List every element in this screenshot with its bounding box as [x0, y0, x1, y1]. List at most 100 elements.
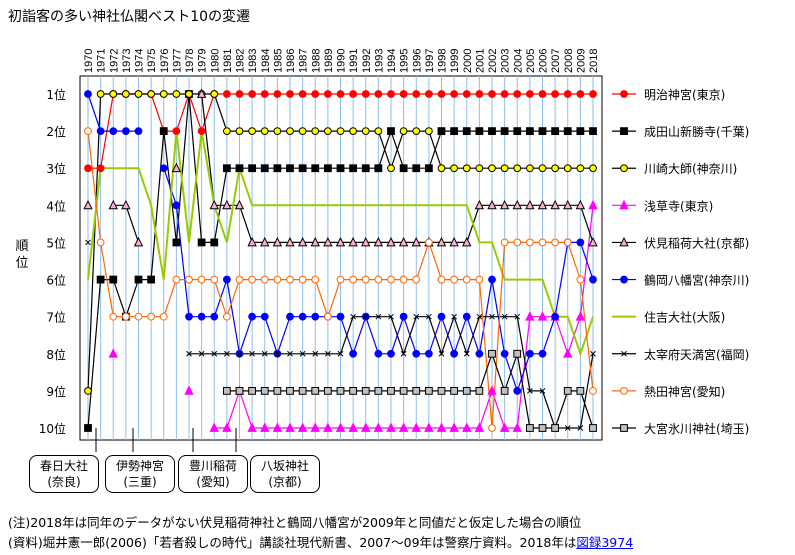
y-tick-label: 4位: [46, 198, 66, 213]
data-point: [462, 312, 471, 321]
data-point: [273, 127, 282, 136]
callout-sub: (奈良): [47, 475, 81, 489]
data-point: [325, 350, 331, 357]
data-point: [349, 349, 358, 358]
data-point: [248, 386, 257, 395]
data-point: [108, 348, 118, 358]
data-point: [235, 127, 244, 136]
x-tick-label: 1976: [159, 49, 171, 73]
data-point: [563, 386, 572, 395]
y-tick-label: 8位: [46, 347, 66, 362]
data-point: [159, 90, 168, 98]
data-point: [412, 90, 421, 98]
data-point: [525, 199, 535, 210]
series-line: [87, 130, 594, 357]
data-point: [210, 90, 219, 98]
data-point: [222, 164, 231, 173]
data-point: [450, 349, 459, 358]
data-point: [474, 422, 485, 432]
data-point: [462, 127, 471, 136]
data-point: [424, 238, 433, 247]
data-point: [513, 127, 522, 136]
data-point: [577, 425, 584, 431]
data-point: [412, 127, 421, 136]
data-point: [121, 127, 130, 136]
legend-swatch-marker: [621, 350, 627, 357]
data-point: [349, 127, 358, 136]
data-point: [311, 127, 320, 136]
data-point: [298, 275, 307, 284]
data-point: [336, 386, 345, 395]
data-point: [361, 386, 370, 395]
data-point: [412, 386, 421, 395]
data-point: [513, 238, 522, 247]
data-point: [400, 350, 407, 357]
data-point: [500, 238, 509, 247]
data-point: [121, 90, 130, 98]
data-point: [500, 90, 509, 98]
data-point: [513, 386, 522, 395]
data-point: [272, 236, 283, 247]
data-point: [249, 350, 255, 357]
data-point: [349, 275, 358, 284]
data-point: [84, 127, 92, 136]
data-point: [286, 127, 294, 136]
data-point: [172, 201, 181, 210]
callout-label: 豊川稲荷: [188, 459, 237, 473]
data-point: [361, 275, 370, 284]
data-point: [286, 386, 294, 395]
data-point: [374, 386, 383, 395]
data-point: [426, 313, 432, 320]
x-tick-label: 1984: [260, 49, 272, 73]
data-point: [247, 236, 257, 247]
y-tick-label: 10位: [39, 421, 66, 436]
data-point: [551, 127, 560, 136]
data-point: [248, 312, 257, 321]
data-point: [563, 90, 572, 98]
data-point: [285, 236, 295, 247]
data-point: [260, 127, 269, 136]
data-point: [387, 164, 395, 173]
data-point: [222, 312, 231, 321]
data-point: [260, 275, 269, 284]
legend-label: 伏見稲荷大社(京都): [644, 235, 749, 250]
y-axis-label: 順: [15, 239, 28, 254]
data-point: [248, 275, 257, 284]
data-point: [236, 350, 243, 357]
data-point: [84, 424, 92, 432]
callout-label: 春日大社: [39, 459, 88, 473]
data-point: [438, 350, 445, 357]
data-point: [298, 386, 307, 395]
data-point: [134, 312, 143, 321]
data-point: [450, 164, 459, 173]
data-point: [323, 236, 333, 247]
data-point: [488, 349, 496, 358]
chart-title: 初詣客の多い神社仏閣ベスト10の変遷: [8, 9, 251, 25]
data-point: [475, 90, 484, 98]
y-tick-label: 9位: [46, 384, 66, 399]
source-link[interactable]: 図録3974: [576, 535, 634, 550]
data-point: [311, 164, 320, 173]
data-point: [387, 127, 395, 136]
data-point: [224, 350, 230, 357]
data-point: [563, 348, 573, 358]
data-point: [525, 424, 534, 432]
data-point: [399, 386, 408, 395]
data-point: [323, 312, 332, 321]
data-point: [96, 90, 105, 98]
data-point: [185, 275, 193, 284]
data-point: [273, 90, 282, 98]
data-point: [475, 386, 484, 395]
data-point: [96, 238, 105, 247]
data-point: [538, 349, 547, 358]
x-tick-label: 2003: [500, 49, 512, 73]
data-point: [172, 238, 181, 247]
data-point: [538, 164, 547, 173]
data-point: [134, 275, 143, 284]
data-point: [350, 313, 356, 320]
data-point: [287, 350, 293, 357]
data-point: [298, 90, 307, 98]
data-point: [171, 162, 182, 173]
data-point: [336, 275, 345, 284]
data-point: [222, 127, 231, 136]
